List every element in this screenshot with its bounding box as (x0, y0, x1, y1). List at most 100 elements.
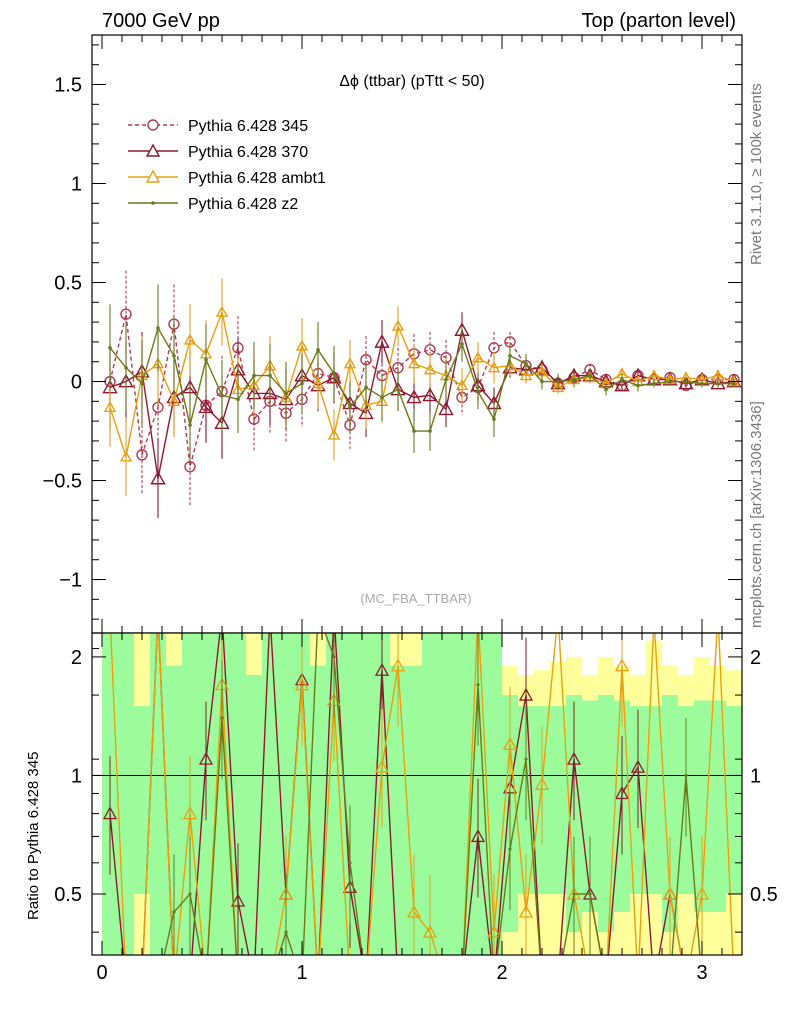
header-left: 7000 GeV pp (102, 10, 220, 32)
data-point (364, 385, 368, 390)
data-point (471, 351, 485, 363)
data-point (652, 381, 656, 386)
ratio-band-inner (646, 706, 662, 894)
series-line (109, 309, 735, 460)
ratio-band-inner (342, 633, 358, 955)
data-point (604, 387, 608, 392)
ratio-ytick-label-right: 0.5 (750, 884, 778, 906)
ratio-band-inner (422, 633, 438, 955)
ratio-band-inner (246, 674, 262, 955)
ratio-band-inner (726, 706, 742, 894)
ratio-band-inner (230, 633, 246, 955)
data-point (407, 357, 421, 369)
data-point (348, 405, 352, 410)
data-point (380, 395, 384, 400)
ratio-band-inner (694, 700, 710, 913)
data-point (300, 381, 304, 386)
data-point (374, 333, 390, 348)
ratio-marker (476, 683, 480, 687)
data-point (556, 379, 560, 384)
xtick-label: 3 (696, 962, 707, 984)
data-point (311, 377, 325, 389)
ratio-marker (374, 662, 390, 676)
ratio-band-inner (150, 633, 166, 955)
data-point (700, 381, 704, 386)
ratio-marker (374, 759, 390, 773)
data-point (678, 375, 694, 390)
ratio-band-inner (598, 695, 614, 933)
data-point (508, 353, 512, 358)
ratio-marker (694, 886, 710, 900)
data-point (716, 381, 720, 386)
data-point (124, 365, 128, 370)
xtick-label: 1 (296, 962, 307, 984)
data-point (684, 379, 688, 384)
header-right: Top (parton level) (581, 10, 736, 32)
ratio-ytick-label-left: 0.5 (54, 884, 82, 906)
ratio-marker (294, 677, 310, 691)
data-point (156, 326, 160, 330)
ratio-band-inner (550, 706, 566, 894)
data-point (108, 346, 112, 350)
series-triangle (102, 312, 742, 519)
ratio-ytick-label-left: 1 (71, 765, 82, 787)
ratio-band-inner (358, 633, 374, 955)
ratio-marker (534, 776, 550, 790)
ratio-ytick-label-right: 1 (750, 765, 761, 787)
ratio-band-inner (486, 633, 502, 955)
series-line (109, 314, 734, 467)
ratio-marker (502, 736, 518, 750)
ratio-band-inner (214, 633, 230, 955)
ratio-marker (230, 893, 246, 907)
mcplots-label: mcplots.cern.ch [arXiv:1306.3436] (748, 401, 765, 628)
legend: Pythia 6.428 345 Pythia 6.428 370 Pythia 6… (128, 118, 326, 213)
ratio-band-inner (438, 633, 454, 955)
legend-marker (147, 119, 159, 131)
rivet-label: Rivet 3.1.10, ≥ 100k events (748, 83, 765, 265)
data-point (136, 449, 148, 461)
data-point (551, 381, 565, 393)
data-point (268, 373, 272, 378)
ratio-marker (572, 892, 576, 896)
data-point (487, 361, 501, 373)
ytick-label: 1.5 (54, 75, 82, 97)
ratio-series-group (102, 633, 734, 955)
data-point (524, 361, 528, 366)
data-point (492, 417, 496, 421)
data-point (423, 363, 437, 375)
ratio-band-inner (134, 706, 150, 894)
main-panel: −1 −0.5 0 0.5 1 1.5 (43, 34, 743, 634)
legend-label: Pythia 6.428 ambt1 (188, 170, 326, 187)
series-line (109, 329, 735, 479)
main-series-group (102, 270, 742, 519)
ytick-label: −1 (59, 570, 82, 592)
data-point (120, 308, 132, 320)
data-point (150, 470, 166, 485)
data-point (455, 379, 469, 391)
data-point (140, 381, 144, 386)
ratio-band-inner (310, 665, 326, 955)
data-point (343, 357, 357, 369)
data-point (252, 373, 256, 378)
ratio-marker (518, 904, 534, 918)
chart-watermark: (MC_FBA_TTBAR) (360, 591, 471, 606)
legend-label: Pythia 6.428 345 (188, 118, 308, 135)
ratio-marker (614, 658, 630, 672)
ratio-band-inner (278, 633, 294, 955)
ratio-ytick-label-left: 2 (71, 647, 82, 669)
ratio-marker (518, 687, 534, 701)
series-circle (104, 270, 740, 507)
ytick-label: 0 (71, 372, 82, 394)
data-point (396, 387, 400, 392)
legend-marker (145, 143, 161, 157)
data-point (167, 394, 181, 407)
legend-label: Pythia 6.428 370 (188, 144, 308, 161)
series-dot (108, 284, 736, 465)
ratio-marker (508, 847, 512, 851)
ratio-marker (614, 786, 630, 800)
data-point (460, 342, 464, 346)
ratio-ylabel: Ratio to Pythia 6.428 345 (25, 752, 42, 920)
data-point (668, 379, 672, 384)
ytick-label: 0.5 (54, 273, 82, 295)
xtick-label: 0 (96, 962, 107, 984)
